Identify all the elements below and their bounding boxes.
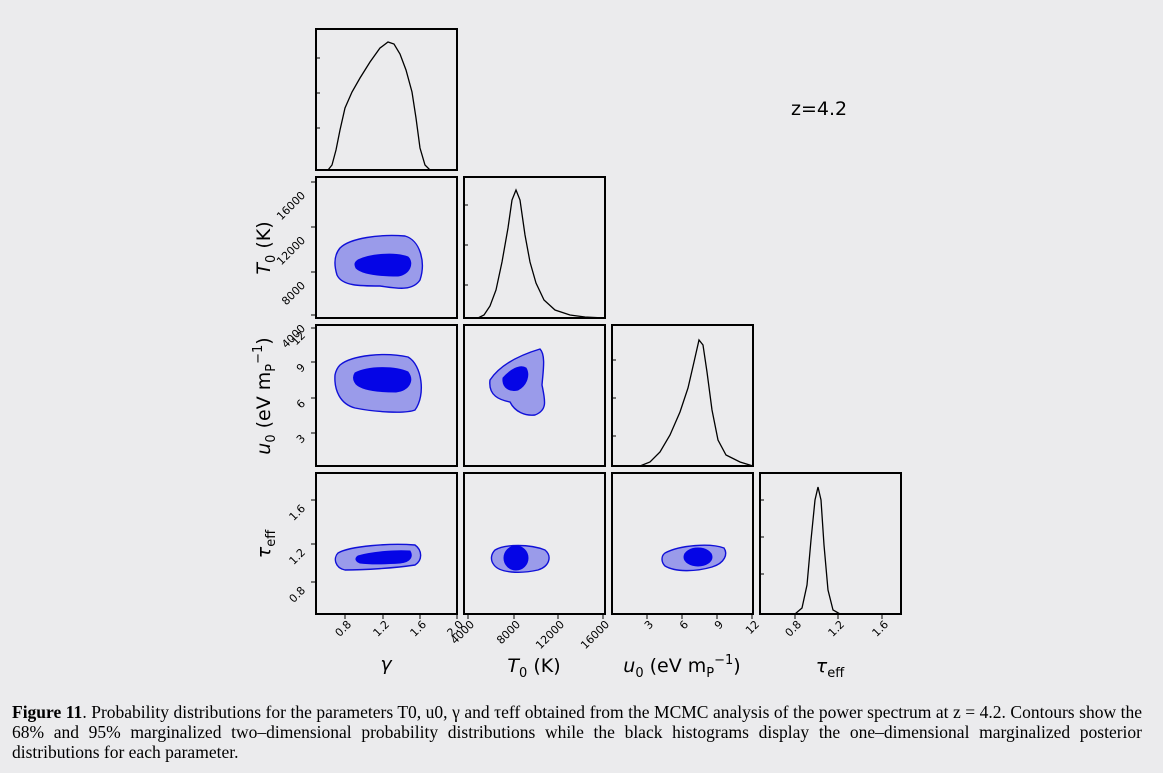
y-axis-T0: 16000 12000 8000 4000 T0 (K): [253, 181, 316, 351]
contour-68-u0-gamma: [353, 367, 412, 393]
ytick-T0-16000: 16000: [274, 189, 308, 223]
xtick-T0-12000: 12000: [533, 618, 567, 652]
ylabel-u0: u0 (eV mP−1): [251, 337, 279, 454]
panel-T0-histogram: [463, 176, 606, 319]
ytick-u0-6: 6: [294, 397, 308, 411]
contour-68-tau-T0: [503, 545, 529, 571]
ytick-T0-8000: 8000: [279, 279, 308, 308]
redshift-label: z=4.2: [791, 98, 847, 120]
xlabel-tau: τeff: [816, 655, 845, 681]
xtick-tau-1.2: 1.2: [826, 618, 848, 640]
x-axis-u0: 3 6 9 12 u0 (eV mP−1): [623, 614, 762, 681]
y-axis-tau: 1.6 1.2 0.8 τeff: [253, 499, 316, 606]
xtick-gamma-1.2: 1.2: [371, 618, 393, 640]
xtick-T0-8000: 8000: [494, 618, 523, 647]
ytick-tau-1.6: 1.6: [287, 502, 309, 524]
tau-histogram: [760, 486, 901, 615]
x-axis-gamma: 0.8 1.2 1.6 2.0 γ: [333, 614, 466, 675]
u0-histogram: [612, 338, 754, 467]
ytick-u0-3: 3: [294, 432, 308, 446]
xlabel-T0: T0 (K): [507, 655, 560, 681]
panel-T0-vs-gamma: [315, 176, 458, 319]
ytick-u0-9: 9: [294, 361, 308, 375]
ytick-tau-0.8: 0.8: [287, 584, 309, 606]
xtick-gamma-0.8: 0.8: [333, 618, 355, 640]
contour-68-T0-gamma: [354, 253, 412, 277]
panel-gamma-histogram: [315, 28, 458, 171]
gamma-histogram: [316, 41, 457, 171]
xtick-u0-6: 6: [677, 618, 691, 632]
x-axis-tau: 0.8 1.2 1.6 τeff: [783, 614, 892, 681]
contour-68-tau-u0: [683, 547, 713, 567]
figure-caption: Figure 11. Probability distributions for…: [12, 702, 1142, 762]
xlabel-gamma: γ: [380, 653, 393, 675]
xtick-u0-12: 12: [743, 618, 762, 637]
xtick-u0-9: 9: [712, 618, 726, 632]
xtick-gamma-1.6: 1.6: [408, 618, 430, 640]
ylabel-tau: τeff: [253, 529, 279, 558]
xtick-tau-0.8: 0.8: [783, 618, 805, 640]
xtick-tau-1.6: 1.6: [870, 618, 892, 640]
ylabel-T0: T0 (K): [253, 221, 279, 274]
ytick-T0-12000: 12000: [274, 234, 308, 268]
x-axis-T0: 4000 8000 12000 16000 T0 (K): [448, 614, 612, 681]
xtick-T0-16000: 16000: [578, 618, 612, 652]
panel-u0-histogram: [611, 324, 754, 467]
xtick-u0-3: 3: [642, 618, 656, 632]
contour-68-tau-gamma: [355, 550, 412, 565]
T0-histogram: [464, 188, 606, 319]
caption-text: . Probability distributions for the para…: [12, 702, 1142, 762]
caption-label: Figure 11: [12, 702, 83, 722]
panel-tau-vs-gamma: [315, 472, 458, 615]
panel-tau-histogram: [759, 472, 902, 615]
panel-tau-vs-T0: [463, 472, 606, 615]
panel-u0-vs-T0: [463, 324, 606, 467]
ytick-tau-1.2: 1.2: [287, 546, 309, 568]
panel-tau-vs-u0: [611, 472, 754, 615]
panel-u0-vs-gamma: [315, 324, 458, 467]
xlabel-u0: u0 (eV mP−1): [623, 653, 740, 681]
contour-68-u0-T0: [502, 366, 529, 391]
corner-plot: z=4.2: [251, 28, 902, 681]
